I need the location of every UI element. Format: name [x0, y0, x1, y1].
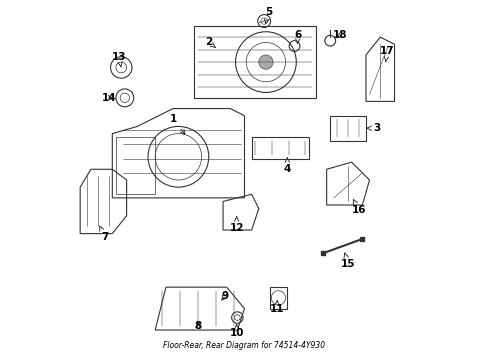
Text: 9: 9 [221, 291, 228, 301]
Text: 8: 8 [194, 321, 201, 332]
Text: 15: 15 [340, 253, 355, 269]
Text: 16: 16 [351, 199, 366, 215]
Text: 17: 17 [379, 46, 394, 62]
Text: 13: 13 [111, 52, 126, 67]
Text: 18: 18 [332, 30, 347, 40]
Text: 3: 3 [366, 123, 380, 133]
Text: 4: 4 [283, 158, 290, 174]
Text: 12: 12 [229, 217, 244, 233]
Text: Floor-Rear, Rear Diagram for 74514-4Y930: Floor-Rear, Rear Diagram for 74514-4Y930 [163, 341, 325, 350]
Text: 5: 5 [264, 7, 272, 23]
Text: 7: 7 [100, 226, 109, 242]
Text: 10: 10 [229, 324, 244, 338]
Text: 1: 1 [169, 114, 184, 134]
Text: 2: 2 [205, 37, 215, 48]
Text: 6: 6 [294, 30, 301, 44]
Text: 14: 14 [101, 93, 116, 103]
Circle shape [258, 55, 272, 69]
Text: 11: 11 [269, 301, 284, 314]
